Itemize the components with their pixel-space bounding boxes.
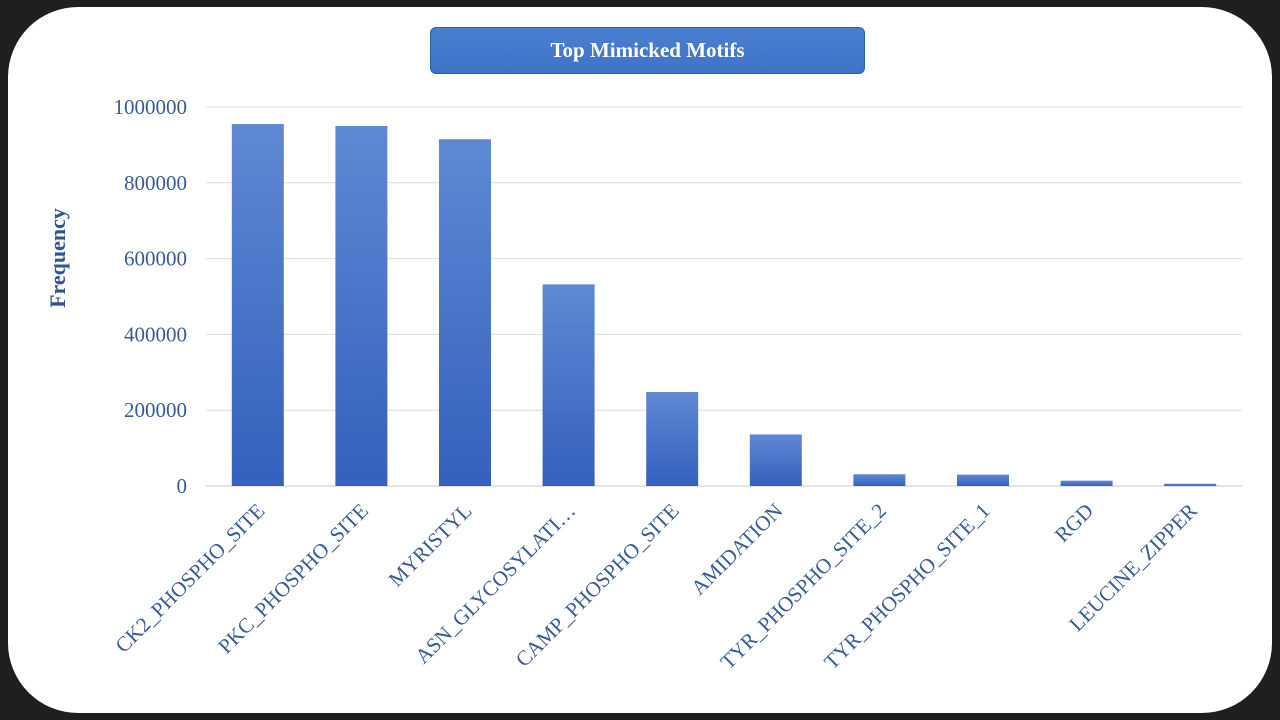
y-axis-label: Frequency (45, 208, 70, 308)
x-tick-label: TYR_PHOSPHO_SITE_2 (716, 499, 891, 674)
bar (439, 139, 491, 486)
bar (749, 434, 802, 486)
bar (335, 125, 388, 486)
x-tick-label: AMIDATION (686, 499, 787, 600)
y-tick-label: 800000 (124, 171, 187, 195)
bar (957, 474, 1009, 486)
y-tick-label: 600000 (124, 247, 187, 271)
chart-card: Top Mimicked Motifs (8, 7, 1272, 713)
y-tick-label: 1000000 (114, 95, 188, 119)
x-tick-label: RGD (1050, 499, 1098, 547)
bar (542, 284, 595, 486)
bar (1060, 480, 1113, 486)
bar (646, 392, 699, 486)
bar (853, 474, 906, 486)
chart-title: Top Mimicked Motifs (430, 27, 865, 74)
y-tick-label: 0 (177, 474, 188, 498)
bar (1164, 483, 1217, 486)
y-tick-label: 200000 (124, 398, 187, 422)
y-tick-label: 400000 (124, 322, 187, 346)
x-tick-label: TYR_PHOSPHO_SITE_1 (819, 499, 994, 674)
x-tick-label: MYRISTYL (384, 499, 477, 592)
bar (231, 124, 284, 487)
